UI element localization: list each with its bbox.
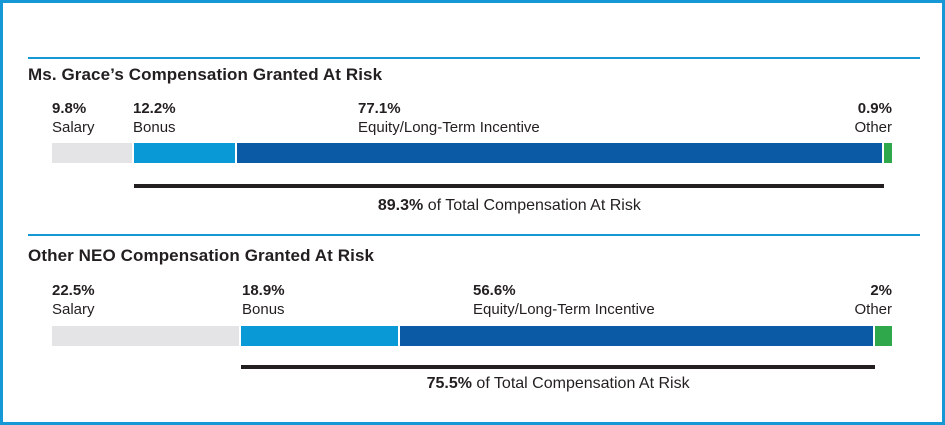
bar-segment-equity [399,326,876,346]
bar-area-grace: 89.3% of Total Compensation At Risk [52,143,892,223]
segment-label-other: 0.9% Other [854,99,892,137]
section-divider-grace [28,57,920,59]
segment-label-other: 2% Other [854,281,892,319]
other-name: Other [854,119,892,136]
equity-name: Equity/Long-Term Incentive [358,119,540,136]
segment-labels-grace: 9.8% Salary 12.2% Bonus 77.1% Equity/Lon… [52,99,892,141]
salary-name: Salary [52,119,95,136]
segment-label-equity: 56.6% Equity/Long-Term Incentive [473,281,655,319]
bar-area-neo: 75.5% of Total Compensation At Risk [52,326,892,406]
at-risk-caption-grace: 89.3% of Total Compensation At Risk [134,197,884,215]
stacked-bar-grace [52,143,892,163]
other-pct: 0.9% [857,100,892,117]
bonus-name: Bonus [133,119,176,136]
segment-label-bonus: 18.9% Bonus [242,281,285,319]
segment-label-bonus: 12.2% Bonus [133,99,176,137]
at-risk-suffix: of Total Compensation At Risk [471,375,690,392]
segment-label-salary: 9.8% Salary [52,99,95,137]
section-title-grace: Ms. Grace’s Compensation Granted At Risk [28,65,383,84]
equity-pct: 77.1% [358,100,401,117]
bonus-pct: 12.2% [133,100,176,117]
at-risk-pct: 89.3% [377,197,424,214]
at-risk-pct: 75.5% [426,375,472,392]
segment-label-salary: 22.5% Salary [52,281,95,319]
at-risk-caption-neo: 75.5% of Total Compensation At Risk [241,375,875,393]
bar-segment-other [884,143,892,163]
stacked-bar-neo [52,326,892,346]
bonus-pct: 18.9% [242,282,285,299]
bar-segment-salary [52,326,241,346]
other-name: Other [854,301,892,318]
section-divider-neo [28,234,920,236]
at-risk-underline-neo [241,365,876,369]
section-title-neo: Other NEO Compensation Granted At Risk [28,246,375,265]
bar-segment-salary [52,143,135,163]
other-pct: 2% [870,282,892,299]
segment-label-equity: 77.1% Equity/Long-Term Incentive [358,99,540,137]
salary-pct: 22.5% [52,282,95,299]
salary-pct: 9.8% [52,100,87,117]
at-risk-underline-grace [134,184,885,188]
equity-pct: 56.6% [473,282,516,299]
bar-segment-other [875,326,892,346]
at-risk-suffix: of Total Compensation At Risk [423,197,641,214]
equity-name: Equity/Long-Term Incentive [473,301,655,318]
segment-labels-neo: 22.5% Salary 18.9% Bonus 56.6% Equity/Lo… [52,281,892,323]
bar-segment-bonus [134,143,237,163]
bar-segment-bonus [241,326,400,346]
bonus-name: Bonus [242,301,285,318]
salary-name: Salary [52,301,95,318]
bar-segment-equity [236,143,885,163]
